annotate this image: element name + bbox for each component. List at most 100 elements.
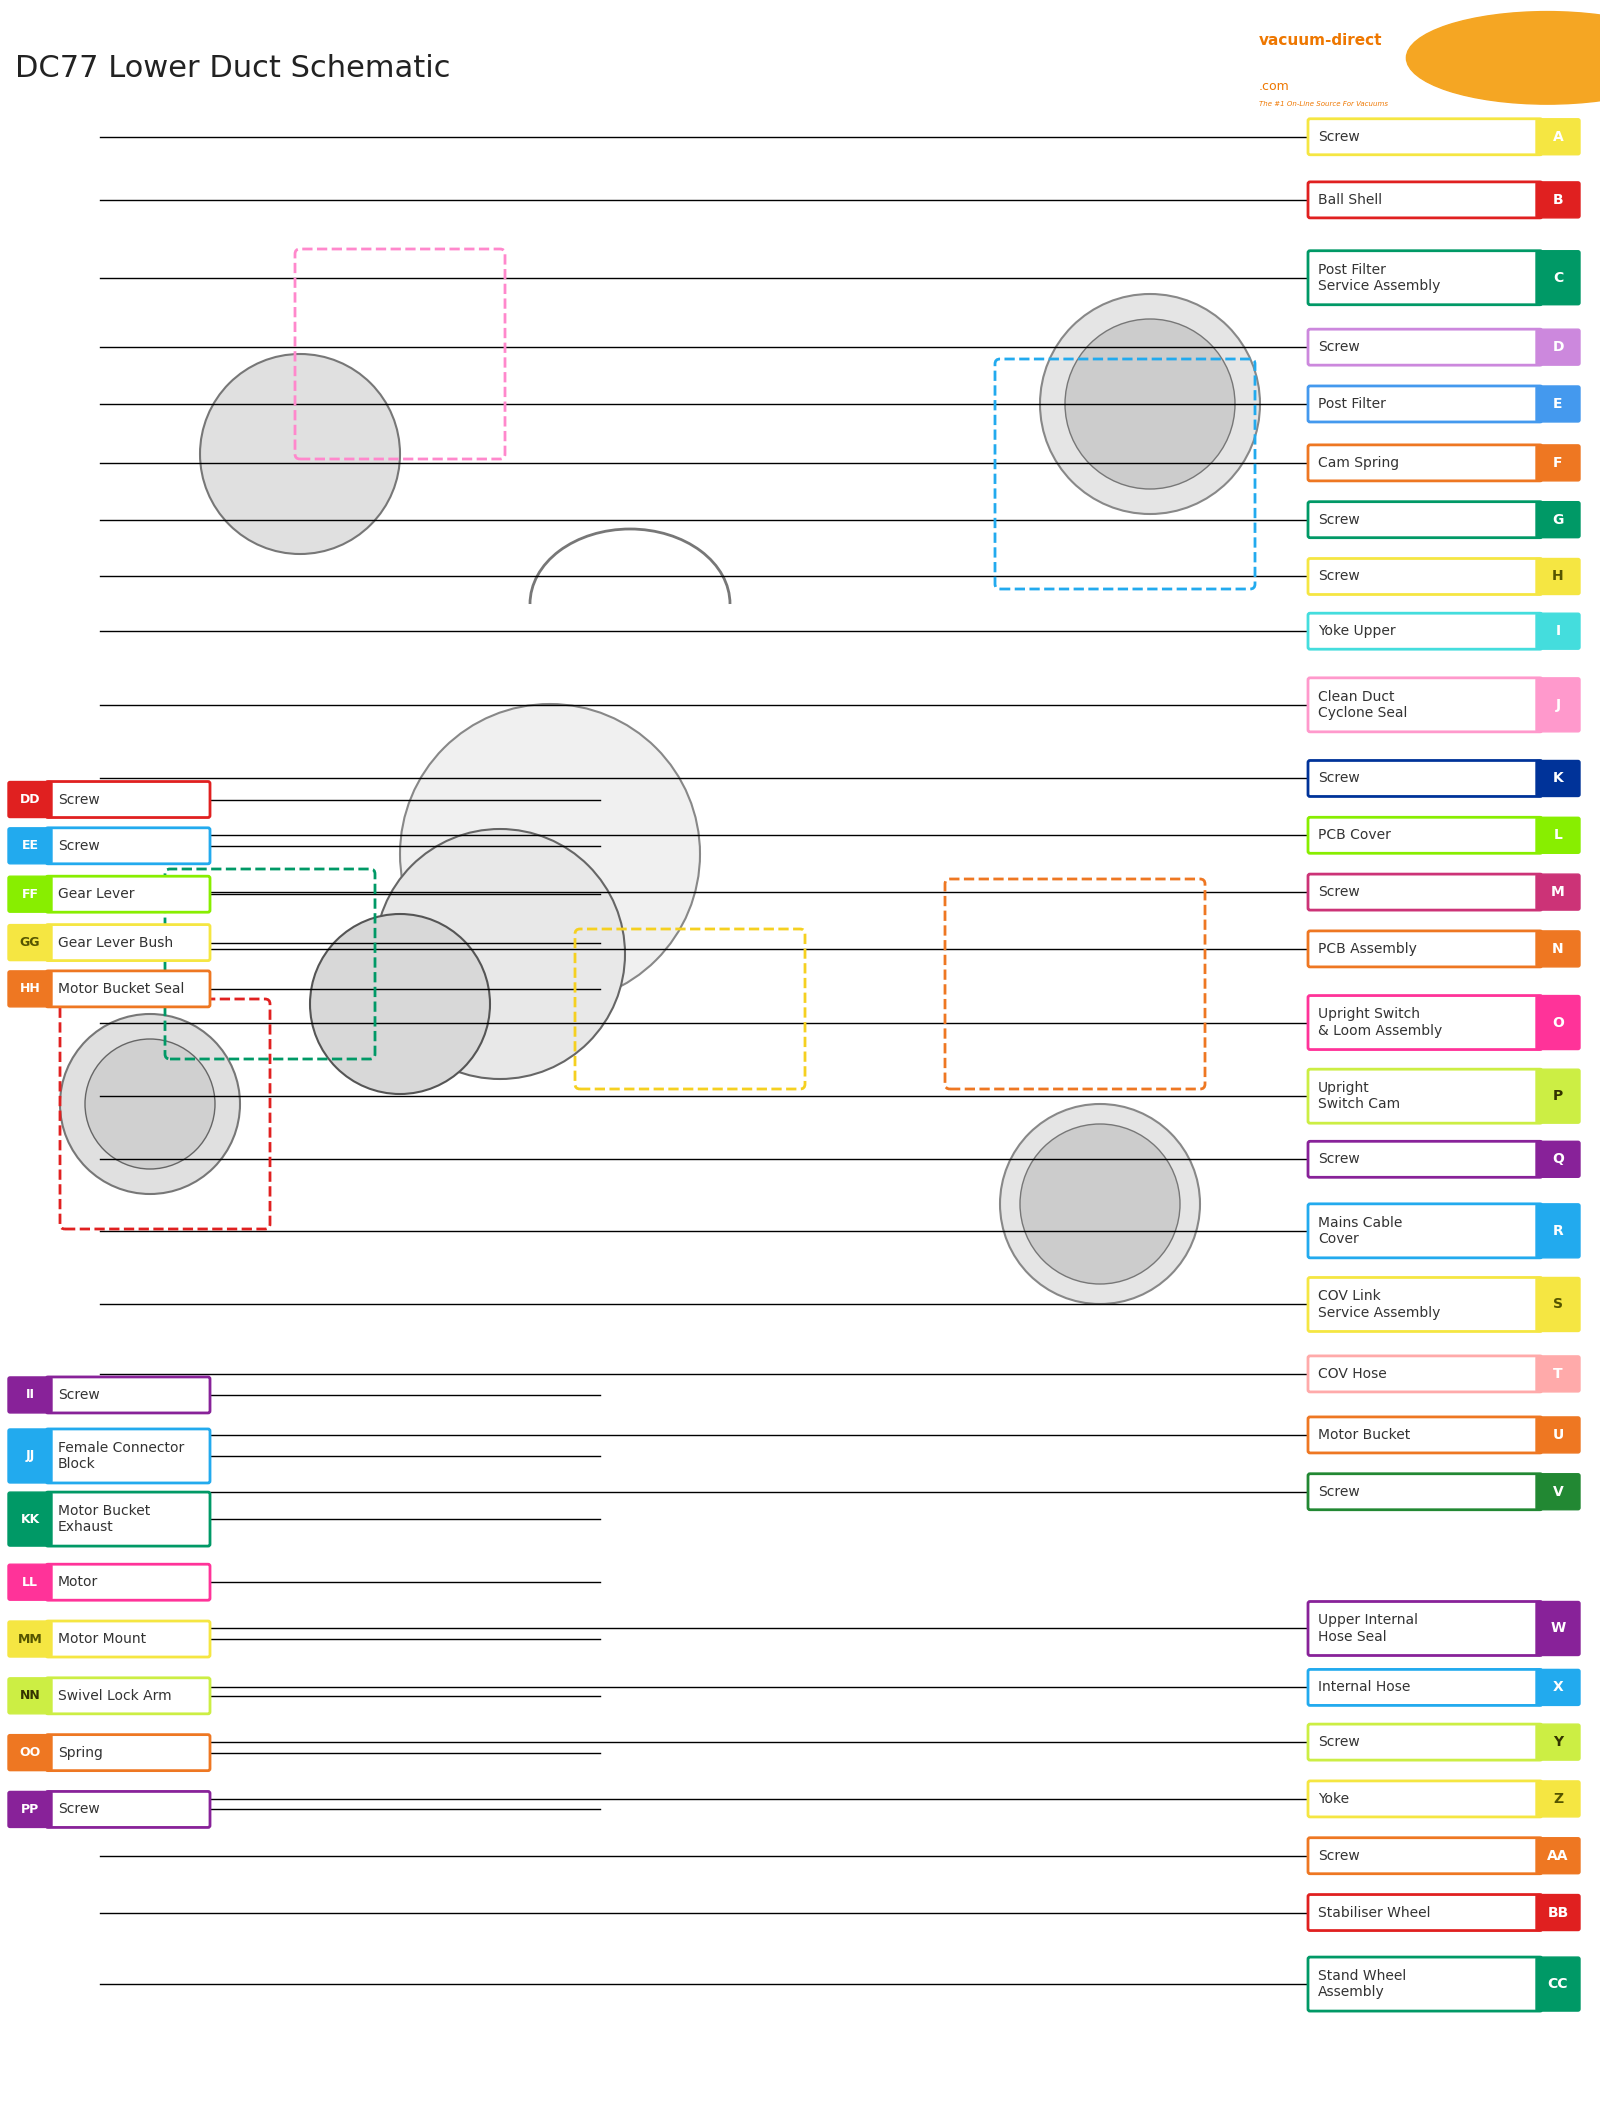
Text: Stabiliser Wheel: Stabiliser Wheel xyxy=(1318,1906,1430,1919)
FancyBboxPatch shape xyxy=(1309,1894,1542,1931)
Text: M: M xyxy=(1550,886,1565,898)
FancyBboxPatch shape xyxy=(1309,1668,1542,1706)
Text: L: L xyxy=(1554,829,1563,842)
FancyBboxPatch shape xyxy=(1536,1668,1581,1706)
FancyBboxPatch shape xyxy=(8,781,51,818)
FancyBboxPatch shape xyxy=(8,827,51,865)
Text: COV Link
Service Assembly: COV Link Service Assembly xyxy=(1318,1290,1440,1319)
Text: GG: GG xyxy=(19,936,40,949)
FancyBboxPatch shape xyxy=(1309,558,1542,595)
FancyBboxPatch shape xyxy=(46,1563,210,1601)
FancyBboxPatch shape xyxy=(1309,1355,1542,1393)
Text: Z: Z xyxy=(1554,1793,1563,1805)
FancyBboxPatch shape xyxy=(1309,1473,1542,1511)
Text: Screw: Screw xyxy=(1318,1849,1360,1862)
FancyBboxPatch shape xyxy=(1309,1069,1542,1124)
Text: Screw: Screw xyxy=(1318,130,1360,143)
FancyBboxPatch shape xyxy=(8,1429,51,1483)
FancyBboxPatch shape xyxy=(1536,816,1581,854)
FancyBboxPatch shape xyxy=(1309,930,1542,968)
Text: OO: OO xyxy=(19,1746,40,1759)
FancyBboxPatch shape xyxy=(46,781,210,818)
Text: Motor: Motor xyxy=(58,1576,98,1589)
Text: II: II xyxy=(26,1389,35,1401)
Text: Post Filter: Post Filter xyxy=(1318,398,1386,410)
FancyBboxPatch shape xyxy=(1309,612,1542,650)
FancyBboxPatch shape xyxy=(1309,1140,1542,1178)
Text: C: C xyxy=(1554,271,1563,284)
Text: Post Filter
Service Assembly: Post Filter Service Assembly xyxy=(1318,263,1440,292)
Text: N: N xyxy=(1552,943,1563,955)
FancyBboxPatch shape xyxy=(1309,444,1542,482)
Text: X: X xyxy=(1552,1681,1563,1694)
Ellipse shape xyxy=(1040,295,1261,513)
Text: Screw: Screw xyxy=(58,1803,99,1816)
Ellipse shape xyxy=(200,353,400,553)
Text: Screw: Screw xyxy=(58,839,99,852)
Text: CC: CC xyxy=(1547,1978,1568,1990)
FancyBboxPatch shape xyxy=(1309,250,1542,305)
Text: B: B xyxy=(1552,194,1563,206)
FancyBboxPatch shape xyxy=(46,1492,210,1546)
FancyBboxPatch shape xyxy=(8,1376,51,1414)
FancyBboxPatch shape xyxy=(1536,1277,1581,1332)
FancyBboxPatch shape xyxy=(1309,1601,1542,1656)
Text: O: O xyxy=(1552,1016,1563,1029)
Text: DC77 Lower Duct Schematic: DC77 Lower Duct Schematic xyxy=(14,55,451,82)
Text: Stand Wheel
Assembly: Stand Wheel Assembly xyxy=(1318,1969,1406,1999)
FancyBboxPatch shape xyxy=(1309,1780,1542,1818)
FancyBboxPatch shape xyxy=(1309,328,1542,366)
FancyBboxPatch shape xyxy=(1536,385,1581,423)
Text: Upper Internal
Hose Seal: Upper Internal Hose Seal xyxy=(1318,1614,1418,1643)
FancyBboxPatch shape xyxy=(1309,816,1542,854)
Text: PP: PP xyxy=(21,1803,38,1816)
Text: P: P xyxy=(1554,1090,1563,1102)
FancyBboxPatch shape xyxy=(46,970,210,1008)
FancyBboxPatch shape xyxy=(46,1791,210,1828)
Text: Screw: Screw xyxy=(1318,1485,1360,1498)
Text: Ball Shell: Ball Shell xyxy=(1318,194,1382,206)
FancyBboxPatch shape xyxy=(1309,1723,1542,1761)
Text: NN: NN xyxy=(19,1690,40,1702)
Text: Yoke Upper: Yoke Upper xyxy=(1318,625,1395,638)
Text: Motor Bucket Seal: Motor Bucket Seal xyxy=(58,983,184,995)
FancyBboxPatch shape xyxy=(1536,612,1581,650)
Text: E: E xyxy=(1554,398,1563,410)
Text: A: A xyxy=(1552,130,1563,143)
FancyBboxPatch shape xyxy=(46,827,210,865)
FancyBboxPatch shape xyxy=(1309,995,1542,1050)
Text: Yoke: Yoke xyxy=(1318,1793,1349,1805)
Text: HH: HH xyxy=(19,983,40,995)
FancyBboxPatch shape xyxy=(46,1734,210,1772)
Text: Motor Mount: Motor Mount xyxy=(58,1633,146,1645)
Text: V: V xyxy=(1552,1485,1563,1498)
Text: PCB Cover: PCB Cover xyxy=(1318,829,1390,842)
Text: Screw: Screw xyxy=(1318,1736,1360,1748)
FancyBboxPatch shape xyxy=(1309,385,1542,423)
Text: Mains Cable
Cover: Mains Cable Cover xyxy=(1318,1216,1402,1246)
Text: Upright
Switch Cam: Upright Switch Cam xyxy=(1318,1081,1400,1111)
Text: I: I xyxy=(1555,625,1560,638)
FancyBboxPatch shape xyxy=(8,1492,51,1546)
Text: KK: KK xyxy=(21,1513,40,1525)
Text: F: F xyxy=(1554,457,1563,469)
FancyBboxPatch shape xyxy=(1536,1473,1581,1511)
Text: MM: MM xyxy=(18,1633,42,1645)
FancyBboxPatch shape xyxy=(8,1791,51,1828)
Text: D: D xyxy=(1552,341,1563,353)
Text: Screw: Screw xyxy=(1318,341,1360,353)
Text: Y: Y xyxy=(1554,1736,1563,1748)
FancyBboxPatch shape xyxy=(1536,1140,1581,1178)
Text: JJ: JJ xyxy=(26,1450,35,1462)
Text: Gear Lever Bush: Gear Lever Bush xyxy=(58,936,173,949)
Text: Upright Switch
& Loom Assembly: Upright Switch & Loom Assembly xyxy=(1318,1008,1442,1037)
Text: Clean Duct
Cyclone Seal: Clean Duct Cyclone Seal xyxy=(1318,690,1408,720)
Ellipse shape xyxy=(1066,320,1235,488)
FancyBboxPatch shape xyxy=(1536,930,1581,968)
FancyBboxPatch shape xyxy=(1536,760,1581,797)
Text: Cam Spring: Cam Spring xyxy=(1318,457,1398,469)
FancyBboxPatch shape xyxy=(8,1563,51,1601)
Text: Motor Bucket: Motor Bucket xyxy=(1318,1429,1410,1441)
Ellipse shape xyxy=(1000,1105,1200,1304)
Text: Swivel Lock Arm: Swivel Lock Arm xyxy=(58,1690,171,1702)
